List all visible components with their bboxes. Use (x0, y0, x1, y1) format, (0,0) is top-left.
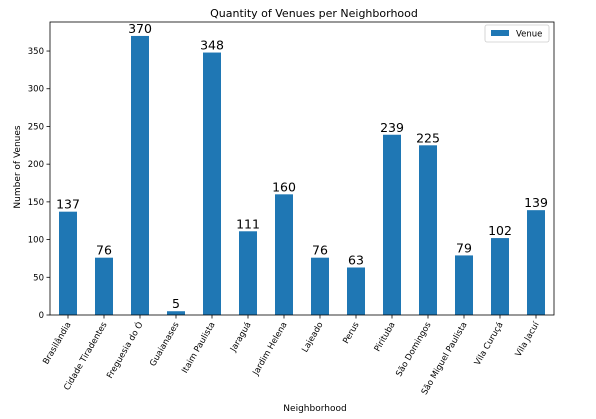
data-label: 111 (236, 216, 260, 231)
x-tick-label: São Domingos (394, 320, 434, 379)
plot-frame (49, 21, 555, 316)
bar (347, 267, 365, 315)
legend: Venue (484, 24, 550, 43)
y-tick-label: 300 (28, 85, 44, 95)
y-tick-label: 150 (28, 198, 44, 208)
bar (275, 194, 293, 315)
x-tick-label: Itaim Paulista (180, 321, 217, 376)
data-label: 137 (56, 197, 80, 212)
x-tick-label: Lajeado (300, 321, 325, 355)
x-axis-title: Neighborhood (283, 404, 346, 414)
bar (59, 211, 77, 315)
y-tick-label: 100 (28, 236, 44, 246)
bar (167, 311, 185, 315)
legend-label: Venue (516, 30, 542, 40)
data-label: 76 (96, 243, 112, 258)
bar (491, 238, 509, 315)
data-label: 160 (272, 179, 296, 194)
data-label: 139 (524, 195, 548, 210)
legend-swatch (491, 30, 509, 36)
x-tick-label: Jaraguá (228, 321, 253, 355)
bar (527, 210, 545, 315)
y-axis: 0 50 100 150 200 250 300 350 (28, 47, 50, 321)
data-label: 63 (348, 252, 364, 267)
data-label: 225 (416, 130, 440, 145)
x-tick-label: Guaianases (148, 320, 182, 368)
legend-box (484, 24, 550, 43)
data-label: 370 (128, 21, 152, 36)
x-tick-label: Vila Curuçá (473, 321, 506, 368)
bar (383, 134, 401, 315)
bar (311, 257, 329, 315)
x-tick-label: Vila Jacuí (514, 320, 542, 359)
chart-title: Quantity of Venues per Neighborhood (210, 7, 418, 20)
y-tick-label: 50 (33, 273, 44, 283)
y-axis-title: Number of Venues (13, 125, 23, 208)
x-tick-label: Freguesia do Ó (103, 319, 145, 380)
bar-series (59, 35, 545, 315)
y-tick-label: 350 (28, 47, 44, 57)
data-label: 76 (312, 243, 328, 258)
data-label: 102 (488, 223, 512, 238)
x-tick-label: Brasilândia (41, 321, 73, 367)
bar (419, 145, 437, 315)
x-tick-label: Jardim Helena (251, 321, 290, 378)
y-tick-label: 250 (28, 122, 44, 132)
data-label: 79 (456, 240, 472, 255)
bar (455, 255, 473, 315)
bar (131, 35, 149, 315)
data-labels: 137 76 370 5 348 111 160 76 63 239 225 79 102 139 (56, 21, 548, 311)
x-tick-label: Pirituba (373, 321, 398, 354)
bar (239, 231, 257, 315)
data-label: 239 (380, 120, 404, 135)
data-label: 5 (172, 296, 180, 311)
bar (203, 52, 221, 315)
x-tick-label: Perus (341, 320, 362, 346)
plot-area: 0 50 100 150 200 250 300 350 BrasilândiaCidade … (28, 21, 555, 397)
y-tick-label: 0 (39, 311, 44, 321)
y-tick-label: 200 (28, 160, 44, 170)
bar (95, 257, 113, 315)
data-label: 348 (200, 38, 224, 53)
